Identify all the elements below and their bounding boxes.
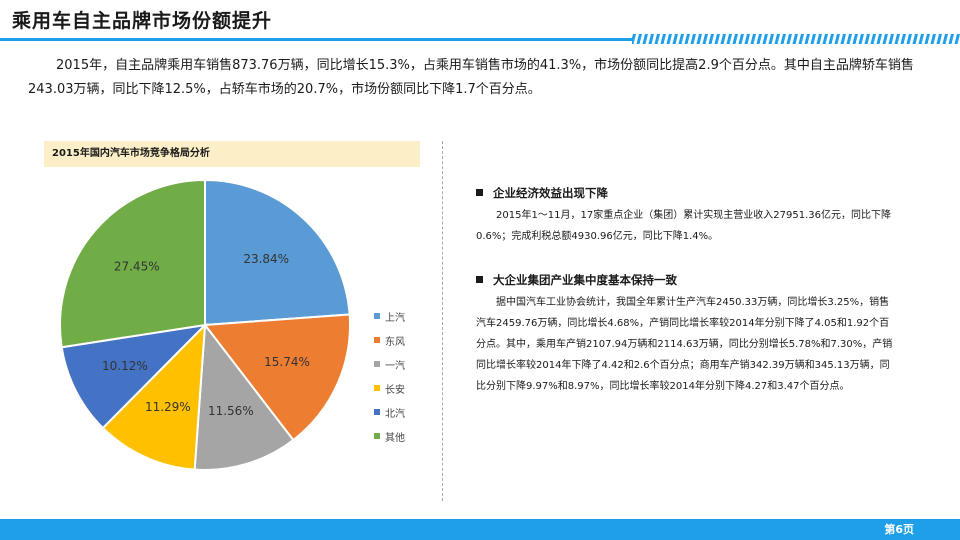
legend-label: 东风 [385,336,405,348]
pie-data-label: 15.74% [264,355,310,369]
pie-slice-长安 [101,322,207,471]
header-stripe-rule [0,34,960,44]
legend-item: 其他 [374,424,405,448]
legend-label: 其他 [385,432,405,444]
legend-swatch [374,337,380,343]
pie-slice-上汽 [204,180,351,327]
pie-data-label: 23.84% [243,252,289,266]
legend-item: 上汽 [374,304,405,328]
square-bullet-icon [476,276,483,283]
section-economic-benefit: 企业经济效益出现下降 2015年1～11月，17家重点企业（集团）累计实现主营业… [476,183,896,247]
slide-title: 乘用车自主品牌市场份额提升 [12,10,273,32]
legend-item: 一汽 [374,352,405,376]
chart-legend: 上汽东风一汽长安北汽其他 [374,304,405,448]
pie-slice-一汽 [193,322,295,471]
chart-heading: 2015年国内汽车市场竞争格局分析 [44,141,420,167]
legend-swatch [374,433,380,439]
legend-label: 北汽 [385,408,405,420]
page-number: 第6页 [884,523,914,536]
legend-item: 北汽 [374,400,405,424]
legend-swatch [374,409,380,415]
pie-data-label: 11.56% [208,404,254,418]
pie-slice-北汽 [60,323,208,430]
section-body: 据中国汽车工业协会统计，我国全年累计生产汽车2450.33万辆，同比增长3.25… [476,297,893,392]
pie-data-label: 10.12% [102,359,148,373]
legend-label: 长安 [385,384,405,396]
legend-label: 上汽 [385,312,405,324]
pie-slice-东风 [203,313,351,442]
section-body: 2015年1～11月，17家重点企业（集团）累计实现主营业收入27951.36亿… [476,210,891,242]
pie-data-label: 27.45% [114,260,160,274]
legend-item: 长安 [374,376,405,400]
vertical-divider [442,141,443,501]
section-title: 企业经济效益出现下降 [493,186,608,200]
footer-bar: 第6页 [0,519,960,540]
market-share-pie-chart: 23.84% 15.74% 11.56% 11.29% 10.12% 27.45% [59,180,351,471]
legend-label: 一汽 [385,360,405,372]
legend-swatch [374,313,380,319]
section-title: 大企业集团产业集中度基本保持一致 [493,273,677,287]
square-bullet-icon [476,189,483,196]
legend-swatch [374,385,380,391]
intro-paragraph: 2015年，自主品牌乘用车销售873.76万辆，同比增长15.3%，占乘用车销售… [28,58,914,97]
legend-item: 东风 [374,328,405,352]
section-industry-concentration: 大企业集团产业集中度基本保持一致 据中国汽车工业协会统计，我国全年累计生产汽车2… [476,270,896,397]
legend-swatch [374,361,380,367]
pie-data-label: 11.29% [145,400,191,414]
pie-slice-其他 [59,180,206,349]
